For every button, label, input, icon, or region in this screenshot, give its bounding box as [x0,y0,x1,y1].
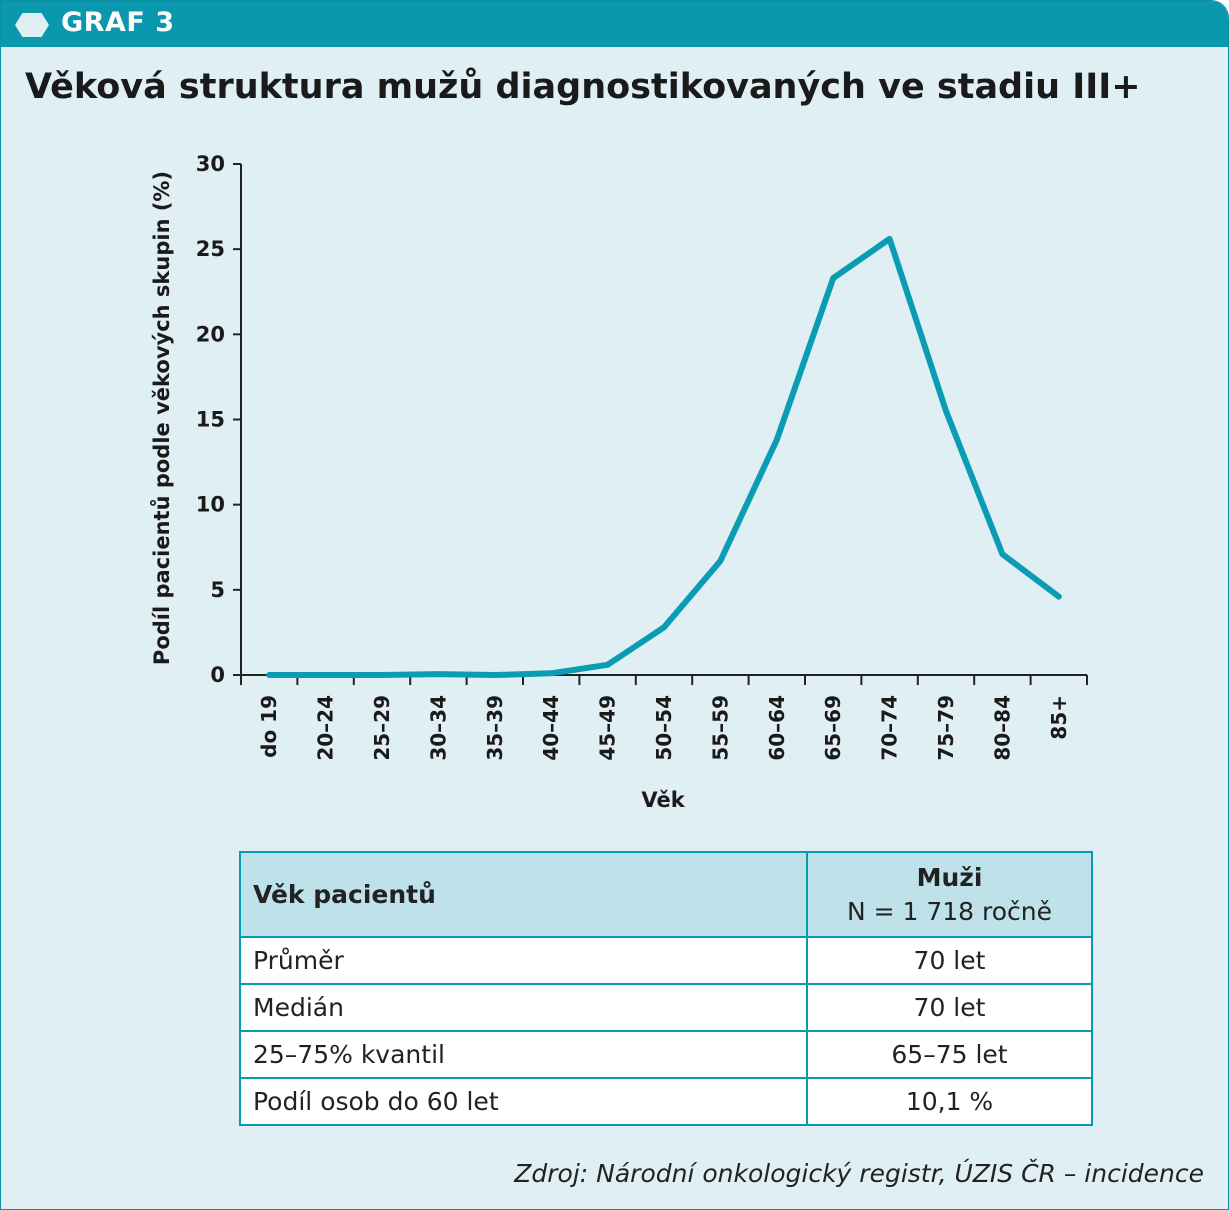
source-note: Zdroj: Národní onkologický registr, ÚZIS… [514,1159,1204,1188]
y-tick-label: 30 [196,152,225,176]
x-tick-label: 40–44 [539,695,563,761]
series-line [266,235,1062,678]
y-tick-label: 20 [196,322,225,346]
summary-table: Věk pacientů Muži N = 1 718 ročně Průměr… [239,851,1093,1126]
chart-title: Věková struktura mužů diagnostikovaných … [25,67,1141,107]
y-tick-label: 5 [210,578,225,602]
row-value: 70 let [806,936,1093,985]
x-tick-label: 65–69 [821,695,845,761]
y-tick-label: 15 [196,408,225,432]
x-tick-label: 75–79 [934,695,958,761]
row-label: Medián [239,983,808,1032]
x-axis-label: Věk [641,788,685,812]
table-header-men: Muži N = 1 718 ročně [806,851,1093,938]
row-label: 25–75% kvantil [239,1030,808,1079]
y-tick-label: 0 [210,663,225,687]
y-tick-label: 25 [196,237,225,261]
x-tick-label: 35–39 [483,695,507,761]
row-label: Průměr [239,936,808,985]
y-ticks: 0 5 10 15 20 25 30 [196,152,241,687]
table-header-men-n: N = 1 718 ročně [846,896,1053,926]
table-row: Průměr 70 let [239,936,1093,985]
table-header-men-title: Muži [916,862,983,892]
x-tick-label: 20–24 [314,695,338,761]
x-tick-label: 45–49 [596,695,620,761]
row-label: Podíl osob do 60 let [239,1077,808,1126]
x-ticks: do 19 20–24 25–29 30–34 35–39 40–44 45–49 50–54… [240,675,1088,761]
line-chart: 0 5 10 15 20 25 30 do 19 20–24 25–29 30–34 35–39 40… [150,152,1088,812]
table-row: 25–75% kvantil 65–75 let [239,1030,1093,1079]
row-value: 70 let [806,983,1093,1032]
table-row: Medián 70 let [239,983,1093,1032]
x-tick-label: 80–84 [990,695,1014,761]
x-tick-label: 60–64 [765,695,789,761]
axes [240,164,1087,676]
table-row: Podíl osob do 60 let 10,1 % [239,1077,1093,1126]
row-value: 65–75 let [806,1030,1093,1079]
y-axis-label: Podíl pacientů podle věkových skupin (%) [150,171,174,665]
row-value: 10,1 % [806,1077,1093,1126]
table-header-row: Věk pacientů Muži N = 1 718 ročně [239,851,1093,938]
x-tick-label: 30–34 [426,695,450,761]
hexagon-icon [15,13,49,37]
x-tick-label: 25–29 [370,695,394,761]
x-tick-label: do 19 [257,695,281,758]
x-tick-label: 70–74 [878,695,902,761]
x-tick-label: 55–59 [708,695,732,761]
table-header-age: Věk pacientů [239,851,808,938]
x-tick-label: 85+ [1047,695,1071,740]
figure-label: GRAF 3 [61,7,175,38]
x-tick-label: 50–54 [652,695,676,761]
header-bar: GRAF 3 [1,1,1228,47]
y-tick-label: 10 [196,493,225,517]
series-layer [266,235,1062,678]
